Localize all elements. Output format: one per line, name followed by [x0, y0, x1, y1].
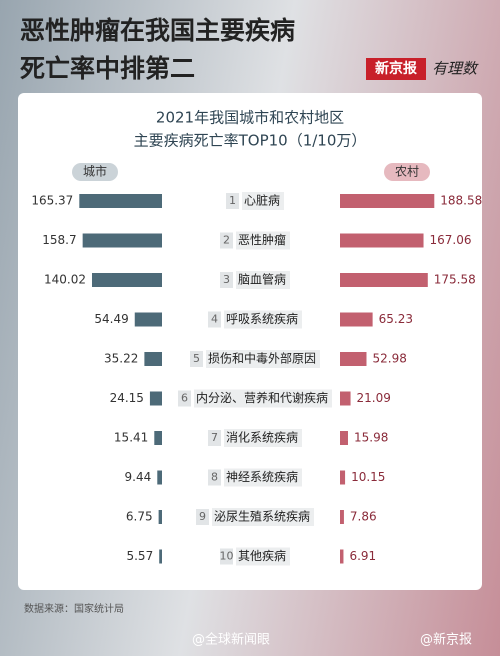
bar [91, 273, 162, 287]
category-label: 其他疾病 [238, 548, 286, 563]
rank-label: 9 [199, 510, 206, 523]
value-label: 165.37 [31, 194, 73, 208]
value-label: 54.49 [94, 312, 128, 326]
bar [79, 194, 162, 208]
value-label: 158.7 [42, 233, 76, 247]
value-label: 21.09 [357, 391, 391, 405]
label-bg [193, 389, 333, 408]
value-label: 24.15 [110, 391, 144, 405]
bar [340, 233, 424, 248]
category-label: 恶性肿瘤 [238, 232, 286, 247]
bar [340, 510, 344, 524]
label-bg [235, 547, 291, 566]
bar [340, 549, 344, 564]
bar [340, 312, 373, 327]
rank-box [219, 232, 233, 249]
category-label: 泌尿生殖系统疾病 [214, 509, 310, 524]
category-label: 损伤和中毒外部原因 [208, 351, 316, 366]
value-label: 188.58 [440, 194, 482, 208]
bar [340, 352, 367, 366]
rank-label: 1 [229, 194, 236, 207]
rank-box [177, 390, 191, 407]
value-label: 6.91 [349, 549, 376, 563]
value-label: 7.86 [350, 510, 377, 524]
bar [134, 312, 162, 327]
logo: 新京报 [375, 60, 417, 77]
source: 数据来源：国家统计局 [24, 602, 124, 615]
label-bg [205, 350, 321, 368]
watermark: @新京报 [420, 632, 472, 648]
value-label: 175.58 [434, 273, 476, 287]
legend-pill [384, 163, 430, 181]
bar [158, 510, 162, 524]
bar [159, 549, 162, 564]
rank-box [207, 430, 221, 446]
rank-label: 7 [211, 431, 218, 444]
watermark: @全球新闻眼 [192, 632, 270, 648]
bar [340, 391, 351, 406]
value-label: 167.06 [430, 233, 472, 247]
category-label: 心脏病 [244, 193, 280, 208]
rank-box [207, 311, 221, 328]
rank-box [189, 351, 203, 367]
value-label: 65.23 [379, 312, 413, 326]
value-label: 140.02 [44, 273, 86, 287]
rank-label: 8 [211, 471, 218, 484]
label-bg [223, 310, 303, 329]
label-bg [241, 192, 285, 210]
label-bg [223, 429, 303, 447]
bar [340, 273, 428, 287]
category-label: 内分泌、营养和代谢疾病 [196, 390, 328, 405]
value-label: 15.98 [354, 431, 388, 445]
value-label: 15.41 [114, 431, 148, 445]
rank-label: 10 [219, 550, 233, 563]
bar [340, 431, 348, 445]
card [18, 93, 482, 590]
bar [340, 194, 435, 208]
category-label: 呼吸系统疾病 [226, 311, 298, 326]
legend-label: 农村 [395, 165, 419, 179]
value-label: 5.57 [126, 549, 153, 563]
label-bg [223, 468, 303, 487]
value-label: 52.98 [372, 352, 406, 366]
title-line: 死亡率中排第二 [20, 54, 195, 83]
legend-label: 城市 [83, 164, 107, 179]
category-label: 脑血管病 [238, 272, 286, 287]
bar [157, 470, 162, 485]
rank-label: 3 [223, 273, 230, 286]
label-bg [235, 231, 291, 250]
value-label: 9.44 [125, 470, 152, 484]
value-label: 35.22 [104, 352, 138, 366]
rank-label: 6 [181, 392, 188, 405]
value-label: 10.15 [351, 470, 385, 484]
rank-box [207, 469, 221, 486]
category-label: 消化系统疾病 [226, 430, 298, 445]
rank-box [225, 193, 239, 209]
bar [340, 470, 346, 485]
rank-box [219, 548, 233, 565]
logo-box [366, 58, 426, 80]
category-label: 神经系统疾病 [226, 469, 298, 484]
rank-label: 5 [193, 352, 200, 365]
chart-title: 2021年我国城市和农村地区 [156, 109, 344, 127]
bar [144, 352, 162, 366]
legend-pill [72, 163, 118, 181]
rank-label: 2 [223, 234, 230, 247]
rank-box [219, 272, 233, 288]
bar [149, 391, 162, 406]
chart-subtitle: 主要疾病死亡率TOP10（1/10万） [134, 132, 367, 150]
bar [82, 233, 162, 248]
title-line: 恶性肿瘤在我国主要疾病 [20, 16, 295, 45]
label-bg [211, 508, 315, 526]
rank-label: 4 [211, 313, 218, 326]
value-label: 6.75 [126, 510, 153, 524]
bar [154, 431, 162, 445]
rank-box [195, 509, 209, 525]
logo-tag: 有理数 [432, 60, 479, 78]
label-bg [235, 271, 291, 289]
